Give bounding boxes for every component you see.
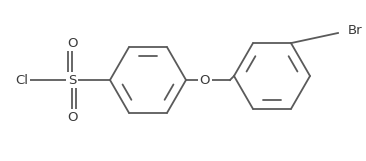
- Text: O: O: [67, 37, 77, 49]
- Text: Br: Br: [348, 24, 363, 37]
- Text: O: O: [200, 74, 210, 86]
- Text: O: O: [67, 110, 77, 123]
- Text: Cl: Cl: [15, 74, 29, 86]
- Text: S: S: [68, 74, 76, 86]
